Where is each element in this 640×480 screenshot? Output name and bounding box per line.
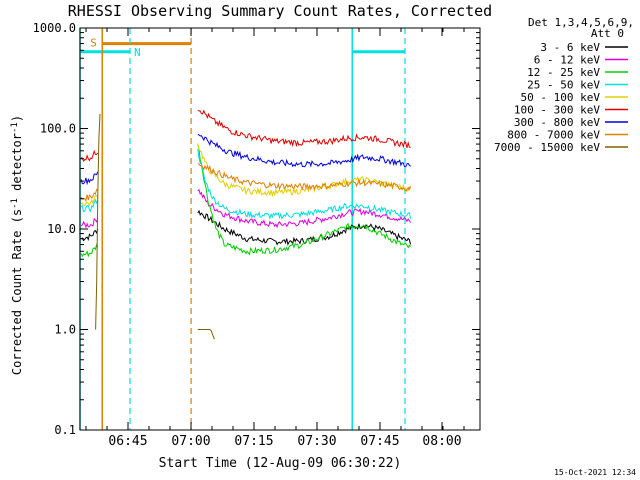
series-3-pre-line — [80, 198, 99, 213]
x-tick-label-5: 08:00 — [422, 434, 461, 449]
series-8-pre-line — [95, 113, 101, 330]
legend-label-5: 100 - 300 keV — [514, 104, 600, 117]
footer-date: 15-Oct-2021 12:34 — [554, 468, 636, 477]
y-tick-label-4: 1000.0 — [33, 21, 76, 35]
x-tick-label-4: 07:45 — [360, 434, 399, 449]
legend-label-4: 50 - 100 keV — [521, 91, 601, 104]
series-3 — [80, 148, 412, 220]
series-5-post-line — [197, 109, 411, 149]
y-tick-label-1: 1.0 — [54, 323, 76, 337]
series-6 — [80, 133, 411, 186]
series-8 — [95, 113, 215, 340]
legend-header-line-1: Det 1,3,4,5,6,9, — [528, 16, 634, 29]
y-tick-label-0: 0.1 — [54, 423, 76, 437]
series-1 — [80, 188, 411, 229]
series-8-post-line — [197, 329, 215, 340]
series-6-pre-line — [80, 171, 99, 186]
x-axis-label: Start Time (12-Aug-09 06:30:22) — [159, 456, 402, 471]
legend-label-2: 12 - 25 keV — [527, 66, 600, 79]
series-1-pre-line — [80, 217, 99, 229]
series-5 — [80, 109, 411, 163]
y-tick-label-2: 10.0 — [47, 222, 76, 236]
series-6-post-line — [197, 133, 411, 168]
legend-label-6: 300 - 800 keV — [514, 116, 600, 129]
series-4-post-line — [197, 143, 411, 198]
chart-title: RHESSI Observing Summary Count Rates, Co… — [68, 2, 492, 20]
series-2 — [80, 144, 411, 258]
y-axis-label: Corrected Count Rate (s-1 detector-1) — [10, 115, 24, 375]
x-tick-label-0: 06:45 — [108, 434, 147, 449]
series-2-post-line — [197, 144, 411, 256]
x-tick-label-3: 07:30 — [297, 434, 336, 449]
legend-label-8: 7000 - 15000 keV — [494, 141, 600, 154]
x-tick-label-1: 07:00 — [171, 434, 210, 449]
legend-label-3: 25 - 50 keV — [527, 79, 600, 92]
series-3-post-line — [197, 148, 412, 220]
series-0-pre-line — [80, 228, 99, 242]
legend-label-0: 3 - 6 keV — [540, 41, 600, 54]
series-7-post-line — [197, 163, 412, 192]
saa-label: S — [90, 37, 97, 50]
plot-frame — [79, 27, 481, 431]
x-tick-label-2: 07:15 — [234, 434, 273, 449]
series-2-pre-line — [80, 243, 99, 258]
legend-label-1: 6 - 12 keV — [534, 54, 601, 67]
series-5-pre-line — [80, 149, 99, 163]
y-tick-label-3: 100.0 — [40, 122, 76, 136]
series-4-pre-line — [80, 194, 99, 207]
night-label: N — [134, 46, 141, 59]
series-1-post-line — [197, 188, 411, 229]
series-4 — [80, 143, 411, 207]
legend-header-line-2: Att 0 — [591, 27, 624, 40]
legend-label-7: 800 - 7000 keV — [507, 129, 600, 142]
